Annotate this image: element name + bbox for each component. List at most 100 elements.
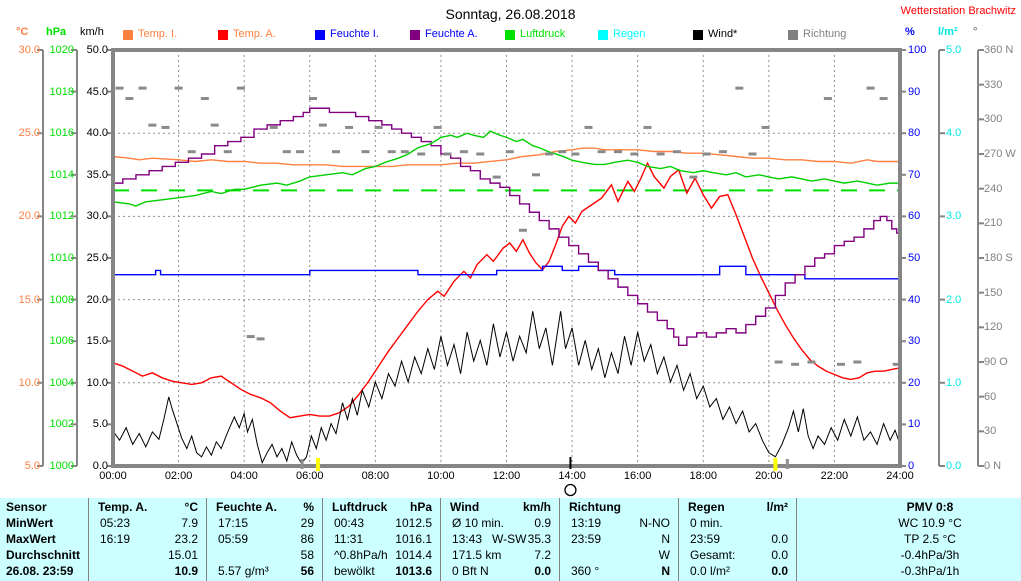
axis-tick-label-wind: 50.0 [86, 44, 108, 56]
table-cell-value: 1013.6 [395, 564, 432, 578]
table-cell-value: 0.0 [534, 564, 551, 578]
table-cell-info: 360 ° [571, 564, 600, 578]
axis-tick-label-wind: 0.0 [92, 460, 108, 472]
table-divider [796, 498, 797, 581]
series-luftdruck [112, 130, 900, 207]
axis-tick-label-direction: 180 S [984, 252, 1013, 264]
moon-tick [569, 457, 572, 469]
table-cell-info: 00:43 [334, 516, 365, 530]
time-axis-label: 00:00 [99, 470, 127, 482]
table-cell-value: 35.3 [527, 532, 551, 546]
axis-tick-label-rain: 2.0 [946, 293, 962, 306]
table-cell-value: N-NO [639, 516, 670, 530]
axis-tick-label-pressure: 1012 [49, 210, 74, 223]
axis-tick-label-humidity: 10 [908, 418, 921, 431]
table-col-header: Regen [688, 500, 725, 514]
table-divider [440, 498, 441, 581]
table-divider [559, 498, 560, 581]
axis-tick-label-temp: 5.0 [24, 460, 40, 472]
table-cell-info: 05:59 [218, 532, 249, 546]
table-col-header: Luftdruck [332, 500, 388, 514]
axis-tick-label-direction: 150 [984, 286, 1003, 299]
axis-unit-temp: °C [16, 26, 29, 38]
axis-tick-label-humidity: 100 [908, 44, 927, 56]
axis-unit-humidity: % [905, 26, 915, 38]
table-col-header: Richtung [569, 500, 621, 514]
moon-phase-icon [564, 483, 577, 497]
axis-tick-label-wind: 40.0 [86, 127, 108, 140]
time-axis-label: 12:00 [492, 470, 521, 482]
plot-border [111, 48, 902, 468]
pmv-header: PMV 0:8 [906, 500, 954, 514]
table-row-label: MinWert [6, 516, 54, 530]
legend-swatch [693, 30, 703, 40]
axis-unit-rain: l/m² [938, 26, 958, 38]
table-cell-value: 1016.1 [395, 532, 432, 546]
axis-tick-label-direction: 240 [984, 182, 1003, 195]
page-title: Sonntag, 26.08.2018 [445, 6, 576, 22]
table-cell-value: 15.01 [167, 548, 198, 562]
table-col-unit: °C [184, 500, 198, 514]
time-axis-label: 02:00 [164, 470, 193, 482]
axis-tick-label-temp: 10.0 [18, 376, 40, 389]
axis-tick-label-direction: 120 [984, 321, 1003, 334]
axis-tick-label-pressure: 1010 [49, 252, 74, 264]
axis-tick-label-direction: 210 [984, 217, 1003, 230]
table-cell-value: 0.0 [771, 532, 788, 546]
axis-tick-label-temp: 15.0 [18, 293, 40, 306]
table-divider [322, 498, 323, 581]
table-col-unit: km/h [522, 500, 551, 514]
time-axis-label: 22:00 [820, 470, 849, 482]
pmv-line: WC 10.9 °C [898, 516, 962, 530]
table-cell-value: 0.0 [771, 564, 788, 578]
pmv-line: -0.3hPa/1h [900, 564, 960, 578]
table-cell-value: 7.9 [181, 516, 198, 530]
axis-tick-label-pressure: 1016 [49, 127, 74, 140]
axis-tick-label-wind: 45.0 [86, 85, 108, 98]
time-axis-label: 18:00 [689, 470, 718, 482]
table-cell-info: 5.57 g/m³ [218, 564, 269, 578]
axis-tick-label-humidity: 70 [908, 168, 921, 181]
axis-tick-label-rain: 1.0 [946, 376, 962, 389]
axis-tick-label-rain: 4.0 [946, 127, 962, 140]
legend-label: Wind* [708, 28, 738, 40]
axis-tick-label-humidity: 90 [908, 85, 921, 98]
axis-tick-label-humidity: 20 [908, 376, 921, 389]
legend-swatch [788, 30, 798, 40]
axis-tick-label-rain: 0.0 [946, 460, 962, 472]
table-row-label: 26.08. 23:59 [6, 564, 74, 578]
axis-tick-label-pressure: 1006 [49, 335, 74, 348]
time-axis-label: 16:00 [623, 470, 652, 482]
legend-swatch [123, 30, 133, 40]
axis-tick-label-rain: 5.0 [946, 44, 962, 56]
axis-tick-label-humidity: 40 [908, 293, 921, 306]
pmv-line: TP 2.5 °C [904, 532, 956, 546]
table-cell-value: W [658, 548, 670, 562]
table-cell-info: 23:59 [571, 532, 602, 546]
legend-label: Temp. I. [138, 28, 178, 40]
table-cell-value: N [661, 532, 670, 546]
table-cell-info: 13:19 [571, 516, 602, 530]
legend-swatch [410, 30, 420, 40]
axis-tick-label-rain: 3.0 [946, 210, 962, 223]
axis-unit-pressure: hPa [46, 26, 67, 38]
time-axis-label: 10:00 [427, 470, 455, 482]
table-cell-value: 7.2 [534, 548, 551, 562]
legend-item-temp-i: Temp. I. [123, 28, 213, 42]
legend-swatch [218, 30, 228, 40]
dusk-tick [785, 459, 789, 469]
axis-tick-label-temp: 20.0 [18, 210, 40, 223]
legend-label: Luftdruck [520, 28, 566, 40]
table-col-unit: hPa [409, 500, 432, 514]
axis-tick-label-pressure: 1018 [49, 85, 74, 98]
time-axis-label: 04:00 [230, 470, 258, 482]
table-cell-info: 05:23 [100, 516, 131, 530]
axis-tick-label-temp: 25.0 [18, 127, 40, 140]
time-axis-label: 14:00 [558, 470, 586, 482]
table-cell-value: 86 [300, 532, 314, 546]
legend-item-feuchte-i: Feuchte I. [315, 28, 405, 42]
axis-tick-label-direction: 30 [984, 425, 997, 438]
table-cell-info: 171.5 km [452, 548, 502, 562]
table-cell-value: 0.0 [771, 548, 788, 562]
